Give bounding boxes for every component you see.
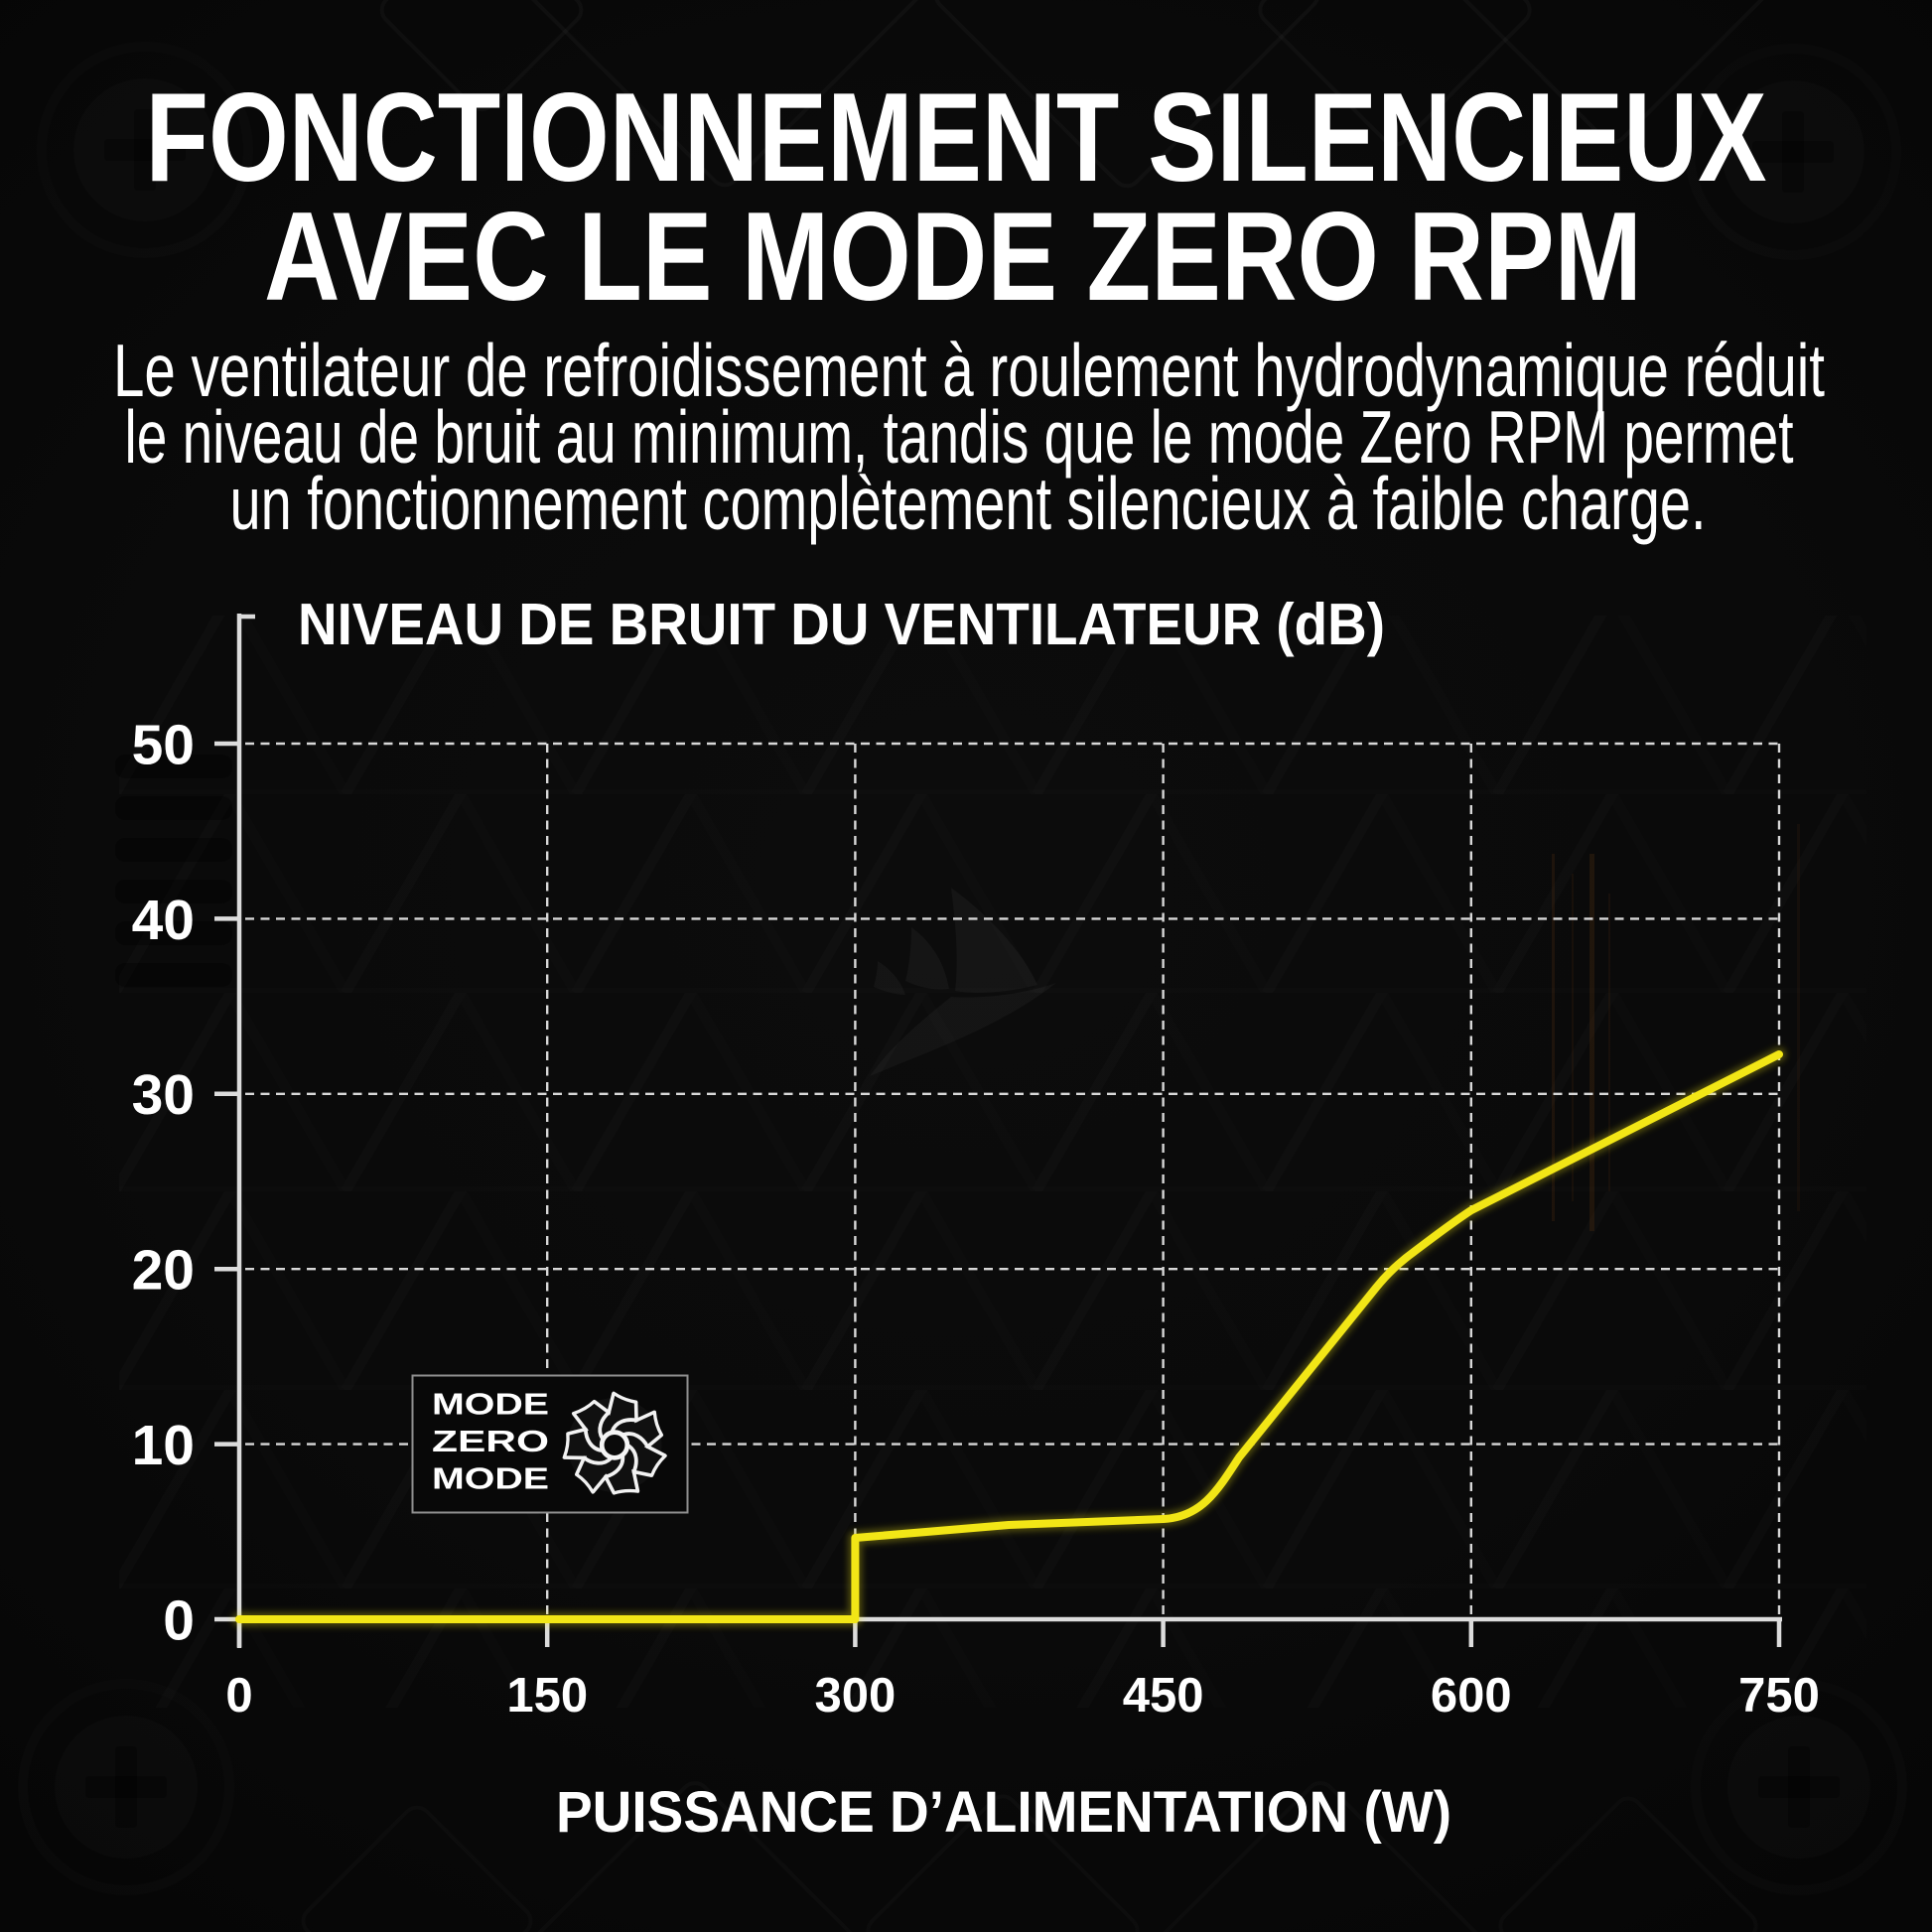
svg-text:un fonctionnement complètement: un fonctionnement complètement silencieu… [230, 462, 1707, 545]
svg-text:NIVEAU DE BRUIT DU VENTILATEUR: NIVEAU DE BRUIT DU VENTILATEUR (dB) [298, 592, 1385, 657]
svg-text:450: 450 [1123, 1669, 1204, 1723]
svg-text:300: 300 [815, 1669, 897, 1723]
svg-text:600: 600 [1431, 1669, 1512, 1723]
svg-text:10: 10 [132, 1414, 195, 1477]
svg-text:40: 40 [132, 889, 195, 952]
svg-text:Le ventilateur de refroidissem: Le ventilateur de refroidissement à roul… [113, 329, 1825, 412]
svg-text:30: 30 [132, 1063, 195, 1127]
svg-text:0: 0 [163, 1588, 195, 1652]
svg-text:PUISSANCE D’ALIMENTATION (W): PUISSANCE D’ALIMENTATION (W) [556, 1780, 1451, 1845]
svg-text:0: 0 [225, 1669, 252, 1723]
svg-text:50: 50 [132, 713, 195, 776]
svg-text:20: 20 [132, 1239, 195, 1303]
svg-text:AVEC LE MODE ZERO RPM: AVEC LE MODE ZERO RPM [264, 186, 1642, 327]
svg-text:ZERO: ZERO [432, 1424, 549, 1458]
svg-text:FONCTIONNEMENT SILENCIEUX: FONCTIONNEMENT SILENCIEUX [146, 67, 1767, 207]
svg-text:MODE: MODE [432, 1387, 549, 1422]
svg-text:le niveau de bruit au minimum,: le niveau de bruit au minimum, tandis qu… [125, 395, 1794, 479]
svg-text:MODE: MODE [432, 1461, 549, 1496]
svg-text:150: 150 [506, 1669, 588, 1723]
svg-text:750: 750 [1738, 1669, 1820, 1723]
